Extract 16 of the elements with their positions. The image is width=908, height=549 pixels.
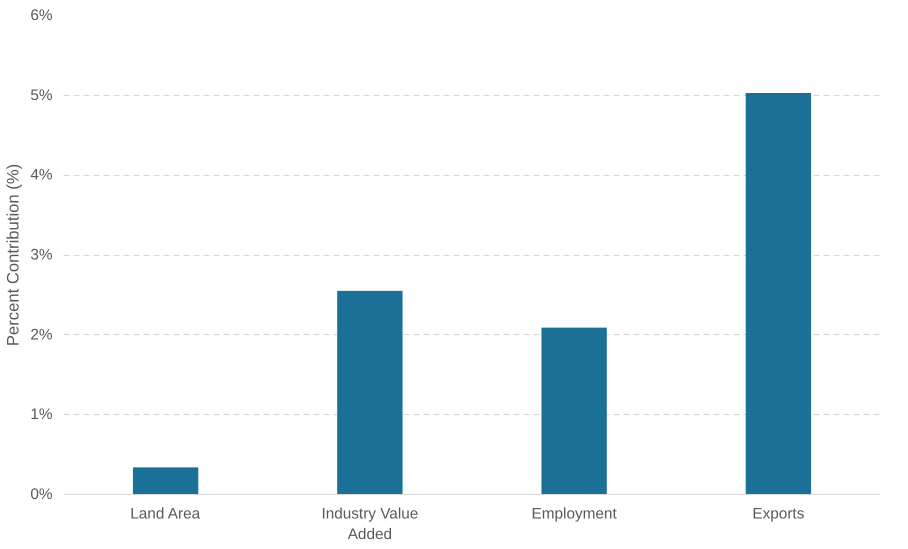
x-tick-label: Land Area xyxy=(130,506,201,522)
y-tick-label: 5% xyxy=(30,86,53,104)
bar xyxy=(541,328,607,494)
x-tick-label: Industry Value Added xyxy=(321,506,418,543)
y-tick-label: 4% xyxy=(30,166,53,184)
bar xyxy=(337,290,403,494)
y-axis-title: Percent Contribution (%) xyxy=(3,164,22,346)
y-tick-label: 0% xyxy=(30,486,53,503)
x-tick-label: Exports xyxy=(752,506,805,522)
y-tick-label: 1% xyxy=(30,406,53,424)
y-tick-label: 6% xyxy=(30,7,53,24)
bar xyxy=(132,467,198,494)
y-tick-label: 3% xyxy=(30,246,53,264)
y-tick-label: 2% xyxy=(30,326,53,344)
bar xyxy=(746,92,812,494)
x-tick-label: Employment xyxy=(532,506,618,522)
